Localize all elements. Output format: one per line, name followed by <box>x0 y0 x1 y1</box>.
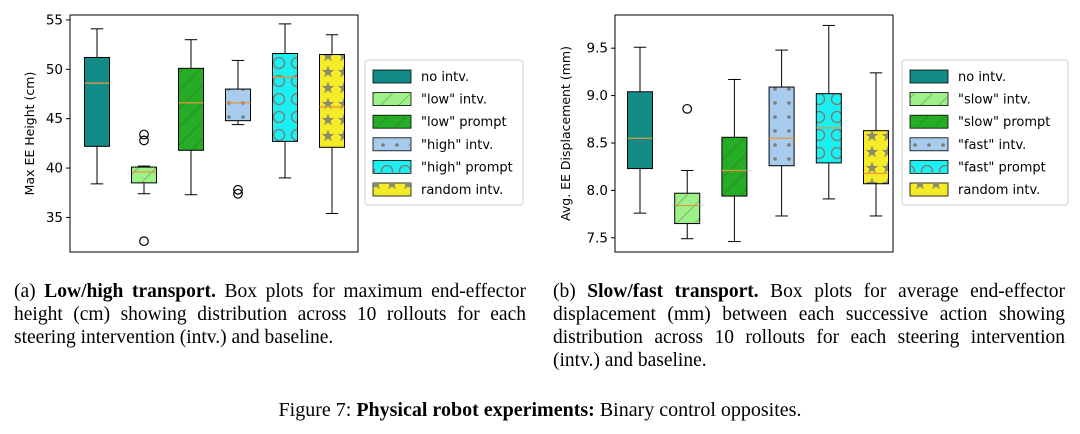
box-1 <box>627 46 653 214</box>
figure-caption: Figure 7: Physical robot experiments: Bi… <box>0 399 1080 422</box>
y-tick-label: 45 <box>46 111 63 127</box>
box-5 <box>815 24 842 200</box>
legend-label: "fast" prompt <box>958 160 1046 175</box>
legend-label: "fast" intv. <box>958 138 1026 153</box>
box-outline <box>721 136 748 197</box>
legend-label: "slow" prompt <box>958 115 1050 130</box>
box-2 <box>131 129 157 247</box>
figure-caption-title: Physical robot experiments: <box>356 399 595 421</box>
box-4 <box>225 59 251 199</box>
legend-label: random intv. <box>958 183 1040 198</box>
figure-plots: 35 40 45 50 55 Max EE Height (cm) no intv. "low… <box>22 12 1069 253</box>
legend-swatch-hatch <box>373 160 411 174</box>
legend-swatch-hatch <box>373 183 411 196</box>
y-tick-label: 9.5 <box>587 41 608 57</box>
legend-swatch-hatch <box>910 115 948 129</box>
box-hatch <box>225 89 251 121</box>
y-axis-label: Max EE Height (cm) <box>22 72 37 196</box>
figure-caption-text: Binary control opposites. <box>599 399 802 421</box>
legend: no intv. "low" intv. "low" prompt "high" in… <box>364 59 524 206</box>
figure-caption-label: Figure 7: <box>278 399 352 421</box>
outlier-point <box>139 129 149 140</box>
y-tick-label: 55 <box>46 12 63 28</box>
y-tick-label: 7.5 <box>587 230 608 246</box>
box-outline <box>178 67 204 151</box>
legend-label: "slow" intv. <box>958 93 1031 108</box>
box-hatch <box>721 137 747 197</box>
box-hatch <box>131 167 157 183</box>
legend-swatch <box>909 69 949 84</box>
legend-swatch-hatch <box>373 137 411 151</box>
outlier-point <box>139 135 149 146</box>
box-body <box>84 57 110 147</box>
box-hatch <box>178 68 204 151</box>
box-6 <box>319 34 345 214</box>
outlier-point <box>233 188 243 199</box>
legend-label: "high" intv. <box>421 138 493 153</box>
caption-a-text: Box plots for maximum end-effector heigh… <box>14 281 527 348</box>
caption-b: (b) Slow/fast transport. Box plots for a… <box>553 280 1065 372</box>
axes-frame <box>614 14 894 253</box>
box-outline <box>627 91 653 170</box>
box-1 <box>84 28 110 185</box>
y-tick-label: 8.0 <box>587 183 608 199</box>
legend: no intv. "slow" intv. "slow" prompt "fast" … <box>901 59 1069 206</box>
box-hatch <box>674 193 700 224</box>
caption-a-title: Low/high transport. <box>44 281 216 302</box>
box-outline <box>225 88 251 122</box>
legend-label: "low" prompt <box>421 115 507 130</box>
box-3 <box>721 78 748 243</box>
box-6 <box>863 72 889 217</box>
legend-swatch-hatch <box>910 160 948 174</box>
chart-slow-fast-transport: 7.5 8.0 8.5 9.0 9.5 Avg. EE Displacement (mm)… <box>558 14 1069 253</box>
legend-swatch <box>372 69 412 84</box>
legend-swatch-hatch <box>910 183 948 196</box>
box-outline <box>768 86 795 167</box>
caption-b-text: Box plots for average end-effector displ… <box>553 281 1066 371</box>
box-outline <box>863 130 889 185</box>
y-tick-label: 9.0 <box>587 88 608 104</box>
caption-a: (a) Low/high transport. Box plots for ma… <box>14 280 526 349</box>
legend-swatch-hatch <box>373 115 411 129</box>
box-outline <box>674 192 701 225</box>
box-4 <box>768 49 795 217</box>
y-axis-label: Avg. EE Displacement (mm) <box>558 46 573 221</box>
chart-low-high-transport: 35 40 45 50 55 Max EE Height (cm) no intv. "low… <box>22 12 524 253</box>
box-hatch <box>319 54 345 148</box>
legend-swatch-hatch <box>373 92 411 106</box>
y-tick-label: 40 <box>46 161 63 177</box>
box-outline <box>272 53 298 142</box>
box-hatch <box>769 87 795 166</box>
box-outline <box>84 56 110 147</box>
caption-b-title: Slow/fast transport. <box>587 281 759 302</box>
box-5 <box>272 23 298 179</box>
box-outline <box>319 54 345 148</box>
legend-label: no intv. <box>421 70 469 85</box>
outlier-point <box>139 236 149 247</box>
legend-label: "high" prompt <box>421 160 513 175</box>
box-3 <box>178 39 204 196</box>
y-tick-label: 50 <box>46 62 63 78</box>
legend-label: no intv. <box>958 70 1006 85</box>
y-tick-label: 35 <box>46 210 63 226</box>
caption-b-label: (b) <box>553 281 576 302</box>
outlier-point <box>682 103 693 114</box>
caption-a-label: (a) <box>14 281 36 302</box>
outlier-point <box>233 184 243 195</box>
box-outline <box>131 166 157 184</box>
box-hatch <box>272 53 298 142</box>
legend-swatch-hatch <box>910 92 948 106</box>
box-2 <box>674 103 701 240</box>
legend-label: random intv. <box>421 183 503 198</box>
y-tick-label: 8.5 <box>587 135 608 151</box>
box-hatch <box>863 130 889 184</box>
box-body <box>627 91 653 169</box>
axes-frame <box>69 14 359 253</box>
legend-swatch-hatch <box>910 137 948 151</box>
legend-label: "low" intv. <box>421 93 487 108</box>
